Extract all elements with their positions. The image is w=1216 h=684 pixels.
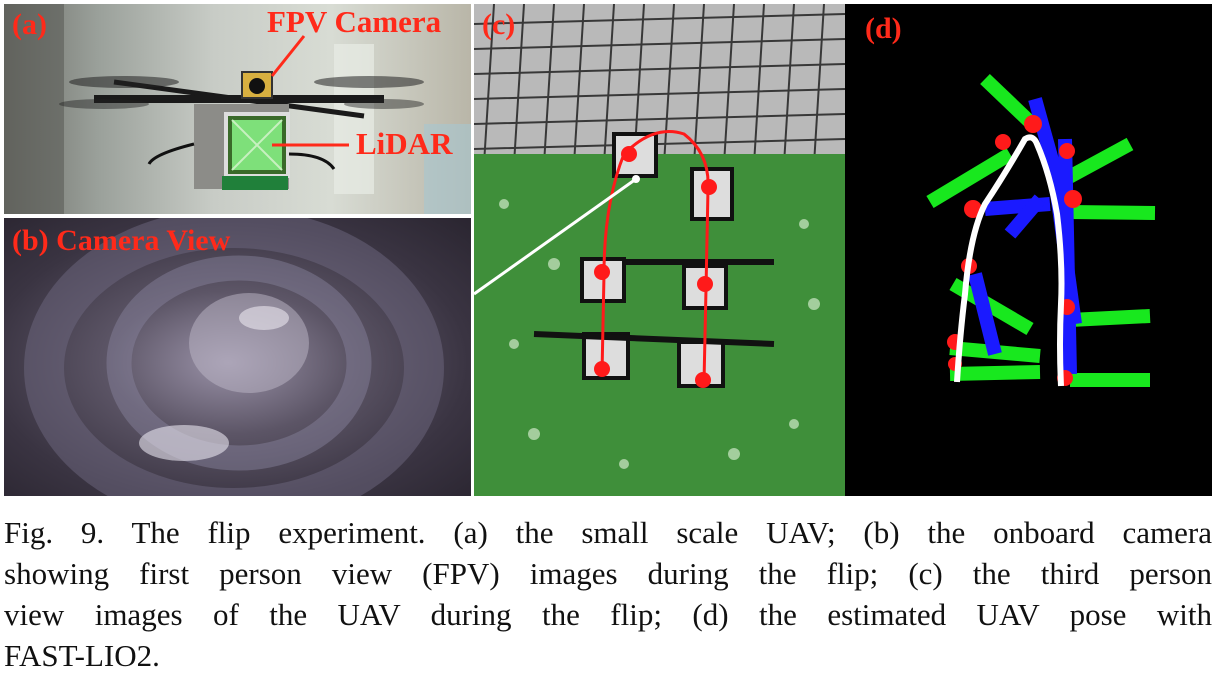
panel-c-third-person-view: (c)	[474, 4, 845, 496]
panel-a-label: (a)	[12, 8, 47, 41]
flip-sequence-photo	[474, 4, 845, 496]
pose-visualization	[926, 73, 1156, 387]
caption-line-2: showing first person view (FPV) images d…	[4, 556, 1212, 591]
uav-illustration	[4, 4, 471, 214]
caption-line-4: FAST-LIO2.	[4, 638, 160, 673]
panel-b-label: (b) Camera View	[12, 224, 231, 257]
camera-pointer-line	[270, 35, 306, 77]
pointer-line	[474, 177, 637, 296]
panel-b-camera-view: (b) Camera View	[4, 218, 471, 496]
lidar-annotation: LiDAR	[356, 126, 453, 161]
caption-line-3: view images of the UAV during the flip; …	[4, 597, 1212, 632]
figure-caption: Fig. 9. The flip experiment. (a) the sma…	[4, 512, 1212, 676]
camera-view-blur	[24, 218, 444, 496]
panel-d-label: (d)	[865, 12, 902, 45]
panel-c-label: (c)	[482, 8, 516, 41]
fpv-camera-annotation: FPV Camera	[267, 4, 442, 39]
trajectory-markers	[594, 146, 717, 388]
caption-line-1: Fig. 9. The flip experiment. (a) the sma…	[4, 515, 1212, 550]
panel-d-estimated-pose: (d)	[845, 4, 1212, 496]
flip-trajectory-line	[600, 130, 710, 383]
panel-a-uav-photo: (a) FPV Camera LiDAR	[4, 4, 471, 214]
estimated-trajectory	[954, 134, 1065, 387]
